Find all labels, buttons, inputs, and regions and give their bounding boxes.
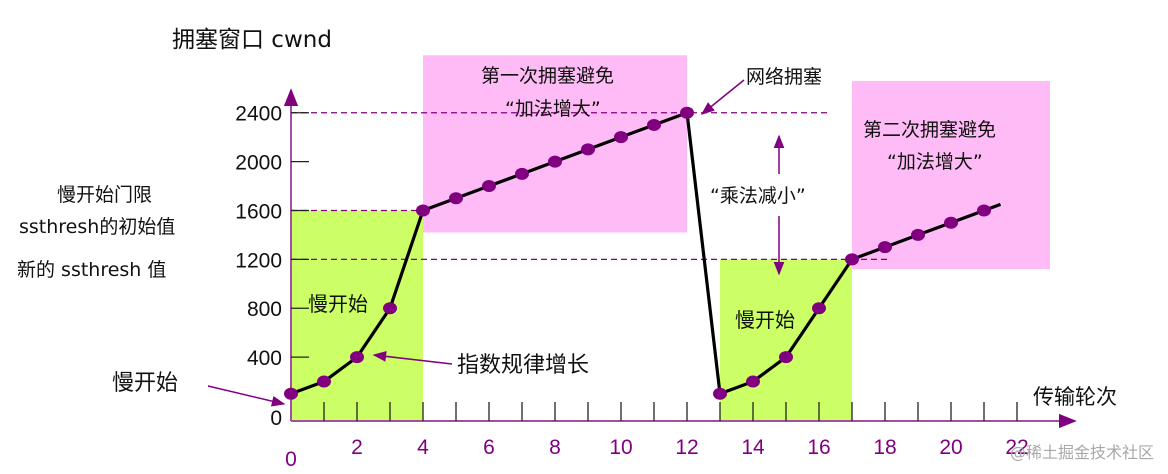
- y-axis-title: 拥塞窗口 cwnd: [172, 27, 332, 53]
- ssthresh-initial-label-1: 慢开始门限: [57, 184, 152, 206]
- x-tick-label-2: 2: [351, 436, 363, 459]
- data-point: [845, 253, 859, 266]
- region-congestion-avoidance-1: [423, 55, 687, 233]
- data-point: [614, 131, 628, 144]
- x-tick-label-14: 14: [741, 436, 765, 459]
- axes: 0 400 800 1200 1600 2000 2400 0 2 4 6 8 10 12 14 16 18 20…: [235, 88, 1077, 471]
- watermark: @稀土掘金技术社区: [1010, 443, 1154, 462]
- annotations: 拥塞窗口 cwnd 传输轮次 慢开始门限 ssthresh的初始值 新的 sst…: [17, 27, 1154, 462]
- data-point: [713, 387, 727, 400]
- y-tick-label-1600: 1600: [235, 200, 282, 223]
- x-tick-label-8: 8: [549, 436, 561, 459]
- data-point: [581, 143, 595, 156]
- y-tick-label-2400: 2400: [235, 103, 282, 126]
- data-point: [944, 216, 958, 229]
- y-tick-label-0: 0: [270, 407, 282, 430]
- y-tick-label-1200: 1200: [235, 249, 282, 272]
- data-point: [878, 241, 892, 254]
- data-point: [911, 228, 925, 241]
- data-point: [284, 387, 298, 400]
- data-point: [680, 106, 694, 119]
- x-tick-label-6: 6: [483, 436, 495, 459]
- data-point: [449, 192, 463, 205]
- y-tick-label-2000: 2000: [235, 152, 282, 175]
- ssthresh-new-label: 新的 ssthresh 值: [17, 259, 166, 281]
- data-point: [647, 118, 661, 131]
- slow-start-box1-label: 慢开始: [308, 292, 368, 316]
- data-point: [812, 302, 826, 315]
- data-point: [779, 351, 793, 364]
- data-point: [350, 351, 364, 364]
- data-point: [383, 302, 397, 315]
- ca1-label-1: 第一次拥塞避免: [481, 65, 614, 87]
- network-congestion-label: 网络拥塞: [746, 66, 822, 88]
- x-tick-label-20: 20: [939, 436, 962, 459]
- x-tick-label-12: 12: [675, 436, 698, 459]
- data-point: [416, 204, 430, 217]
- y-tick-label-400: 400: [247, 347, 282, 370]
- data-point: [482, 180, 496, 193]
- exp-growth-arrow: [372, 351, 453, 365]
- ca2-label-2: “加法增大”: [887, 151, 983, 173]
- x-tick-label-0: 0: [285, 448, 297, 471]
- slow-start-arrow: [207, 385, 286, 407]
- x-tick-label-18: 18: [873, 436, 896, 459]
- slow-start-box2-label: 慢开始: [735, 308, 795, 332]
- x-tick-label-4: 4: [417, 436, 429, 459]
- data-point: [746, 375, 760, 388]
- ssthresh-initial-label-2: ssthresh的初始值: [19, 216, 175, 238]
- x-tick-label-10: 10: [609, 436, 632, 459]
- data-point: [317, 375, 331, 388]
- cwnd-series: [284, 106, 1002, 400]
- data-point: [515, 167, 529, 180]
- regions: [291, 55, 1050, 421]
- mult-decrease-label: “乘法减小”: [710, 185, 806, 207]
- ca2-label-1: 第二次拥塞避免: [863, 119, 996, 141]
- ca1-label-2: “加法增大”: [505, 98, 601, 120]
- x-tick-label-22: 22: [1005, 436, 1028, 459]
- x-axis-title: 传输轮次: [1033, 385, 1117, 409]
- data-point: [977, 204, 991, 217]
- x-tick-label-16: 16: [807, 436, 830, 459]
- slow-start-left-label: 慢开始: [112, 371, 178, 396]
- data-point: [548, 155, 562, 168]
- region-congestion-avoidance-2: [852, 80, 1050, 270]
- exp-growth-label: 指数规律增长: [457, 353, 589, 378]
- y-tick-label-800: 800: [247, 298, 282, 321]
- network-congestion-arrow: [700, 79, 745, 115]
- region-slow-start-2: [720, 259, 852, 421]
- reference-lines: [291, 112, 890, 260]
